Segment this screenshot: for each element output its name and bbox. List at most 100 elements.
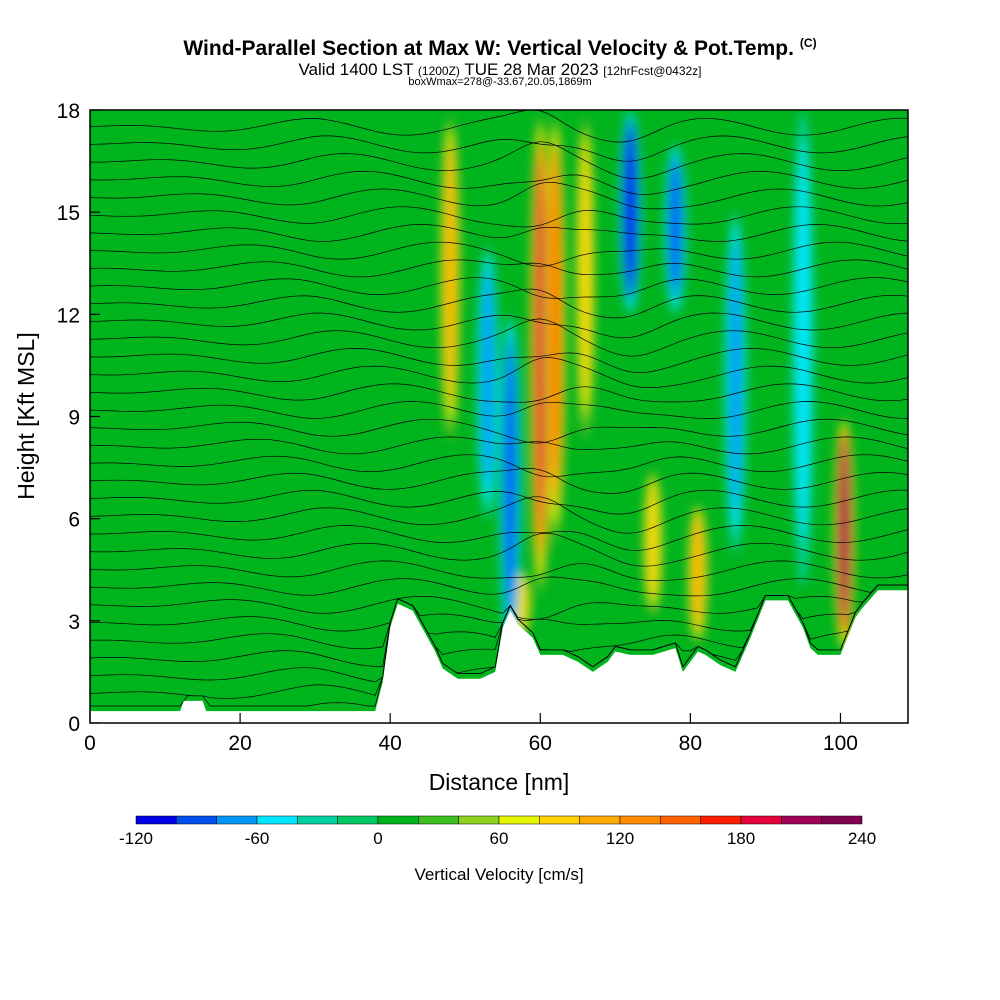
updraft-band-7-5 [516,576,527,629]
updraft-band-4-12 [840,442,848,616]
colorbar-tick-label: 0 [373,829,382,848]
x-tick-label: 20 [228,732,251,755]
colorbar-swatch [256,815,298,825]
theta-contour [90,525,908,551]
colorbar-tick-label: 180 [727,829,755,848]
colorbar-swatch [700,815,742,825]
updraft-band-11-4 [670,159,681,292]
theta-contour [90,224,908,242]
colorbar-swatch [418,815,459,825]
theta-contour [90,170,908,195]
y-tick-label: 9 [68,407,80,430]
theta-contour [90,135,908,162]
terrain [90,590,908,723]
valid-prefix: Valid 1400 LST [298,60,414,79]
colorbar-swatch [821,815,863,825]
colorbar-swatch [297,815,338,825]
theta-contour [90,576,908,597]
theta-contour [90,348,908,374]
colorbar-tick-label: -120 [119,829,153,848]
y-tick-label: 12 [57,304,80,327]
y-tick-label: 3 [68,611,80,634]
theta-contour [90,241,908,267]
theta-contour [90,312,908,339]
chart-title-text: Wind-Parallel Section at Max W: Vertical… [183,37,794,60]
copyright-tag: (C) [799,36,817,50]
theta-contour [90,560,908,581]
y-tick-label: 15 [57,202,80,225]
theta-contour [90,357,908,388]
colorbar-swatch [498,815,540,825]
updraft-band-1-8 [551,156,560,483]
y-axis-label: Height [Kft MSL] [13,332,39,499]
colorbar-swatch [176,815,217,825]
colorbar-tick-label: 120 [606,829,634,848]
y-tick-label: 0 [68,713,80,736]
valid-date: TUE 28 Mar 2023 [464,60,599,79]
colorbar-tick-label: 60 [490,829,509,848]
colorbar-swatch [619,815,661,825]
theta-contour [90,141,908,180]
updraft-band-8-6 [625,130,635,284]
updraft-band-3-5 [580,142,590,402]
theta-contour [90,181,908,210]
valid-utc: (1200Z) [417,64,460,78]
chart-title: Wind-Parallel Section at Max W: Vertical… [0,36,1000,61]
theta-contour [90,489,908,515]
y-tick-label: 18 [57,100,80,123]
x-tick-label: 100 [823,732,858,755]
plot-area [90,110,908,723]
colorbar-swatch [377,815,419,825]
box-info: boxWmax=278@-33.67,20.05,1869m [408,76,592,88]
colorbar-swatch [740,815,782,825]
updraft-band-9-4 [505,344,516,609]
x-tick-label: 40 [379,732,402,755]
forecast-tag: [12hrFcst@0432z] [603,64,702,78]
theta-contour [90,418,908,444]
theta-contour [90,277,908,299]
chart-subtitle: Valid 1400 LST (1200Z) TUE 28 Mar 2023 [… [0,60,1000,80]
colorbar-swatch [458,815,500,825]
colorbar-swatch [660,815,701,825]
updraft-band-6-5 [648,482,658,599]
updraft-band-0-10 [536,163,545,524]
x-tick-label: 60 [529,732,552,755]
x-axis-label: Distance [nm] [429,769,570,795]
y-tick-label: 6 [68,509,80,532]
updraft-band-5-6 [693,516,703,627]
theta-contour [90,532,908,567]
theta-contour [90,584,908,620]
updraft-band-12-3 [729,239,742,512]
theta-contour [90,259,908,278]
colorbar-swatch [579,815,621,825]
colorbar-swatch [135,815,177,825]
updraft-band-2-6 [445,144,455,400]
theta-contour [90,383,908,403]
colorbar-swatch [216,815,258,825]
theta-contour [90,454,908,478]
colorbar-swatch [539,815,580,825]
theta-contour [90,318,908,357]
x-tick-label: 80 [679,732,702,755]
theta-contour [90,401,908,419]
updraft-band-10-3 [482,268,494,486]
y-axis: 0 3 6 9 12 15 18 [57,100,100,736]
theta-contours [90,110,908,707]
updraft-band-13-2 [795,138,810,544]
vertical-velocity-field [439,110,856,655]
theta-contour [90,436,908,455]
colorbar-swatch [781,815,822,825]
colorbar-label: Vertical Velocity [cm/s] [414,865,583,884]
theta-contour [90,206,908,228]
x-tick-label: 0 [84,732,96,755]
theta-contour [90,288,908,319]
theta-contour [90,110,908,143]
colorbar-tick-label: -60 [245,829,270,848]
colorbar-tick-label: 240 [848,829,876,848]
colorbar: -120 -60 0 60 120 180 240 [119,815,876,848]
colorbar-swatch [337,815,379,825]
theta-contour [90,496,908,534]
theta-contour [90,468,908,494]
x-axis: 0 20 40 60 80 100 [84,713,858,755]
